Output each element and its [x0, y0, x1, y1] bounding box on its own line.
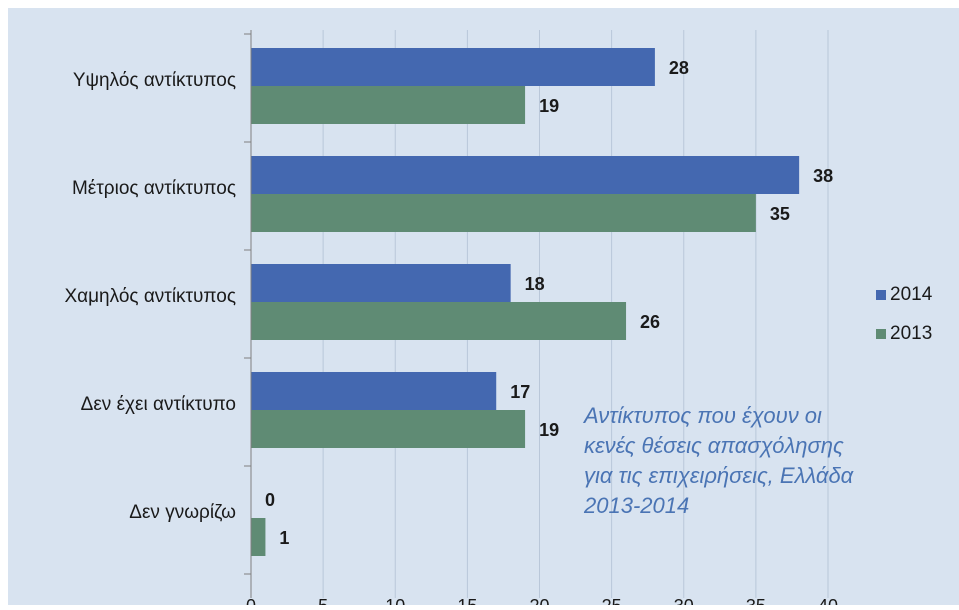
value-label: 19	[539, 96, 559, 116]
value-label: 26	[640, 312, 660, 332]
annotation-line: κενές θέσεις απασχόλησης	[584, 433, 844, 458]
legend-label: 2014	[890, 284, 933, 305]
x-tick-label: 10	[385, 596, 405, 605]
bars	[251, 48, 800, 556]
value-label: 17	[510, 382, 530, 402]
bar-2013	[251, 86, 526, 124]
legend: 2014 2013	[876, 284, 933, 344]
value-label: 19	[539, 420, 559, 440]
category-label: Μέτριος αντίκτυπος	[72, 178, 236, 199]
value-label: 18	[525, 274, 545, 294]
bar-2014	[251, 48, 655, 86]
x-tick-label: 20	[529, 596, 549, 605]
annotation-line: 2013-2014	[583, 493, 689, 518]
bar-2014	[251, 264, 511, 302]
legend-label: 2013	[890, 323, 932, 344]
value-label: 1	[279, 528, 289, 548]
x-tick-label: 35	[746, 596, 766, 605]
x-tick-label: 25	[602, 596, 622, 605]
labels: Υψηλός αντίκτυπος 28 19 Μέτριος αντίκτυπος 3…	[64, 58, 833, 548]
bar-2013	[251, 518, 266, 556]
annotation-line: για τις επιχειρήσεις, Ελλάδα	[584, 463, 855, 488]
x-tick-label: 40	[818, 596, 838, 605]
chart-annotation: Αντίκτυπος που έχουν οι κενές θέσεις απασ…	[582, 403, 855, 518]
legend-swatch-2013	[876, 329, 886, 339]
category-label: Χαμηλός αντίκτυπος	[64, 286, 236, 307]
x-tick-label: 5	[318, 596, 328, 605]
annotation-line: Αντίκτυπος που έχουν οι	[582, 403, 822, 428]
bar-2013	[251, 302, 627, 340]
value-label: 38	[813, 166, 833, 186]
legend-swatch-2014	[876, 290, 886, 300]
x-tick-label: 0	[246, 596, 256, 605]
category-label: Δεν έχει αντίκτυπο	[81, 394, 236, 415]
category-label: Δεν γνωρίζω	[129, 502, 236, 523]
bar-2013	[251, 410, 526, 448]
x-tick-label: 15	[457, 596, 477, 605]
category-label: Υψηλός αντίκτυπος	[73, 70, 236, 91]
bar-2014	[251, 372, 497, 410]
bar-2014	[251, 156, 800, 194]
bar-2013	[251, 194, 756, 232]
x-tick-label: 30	[674, 596, 694, 605]
value-label: 28	[669, 58, 689, 78]
value-label: 35	[770, 204, 790, 224]
value-label: 0	[265, 490, 275, 510]
